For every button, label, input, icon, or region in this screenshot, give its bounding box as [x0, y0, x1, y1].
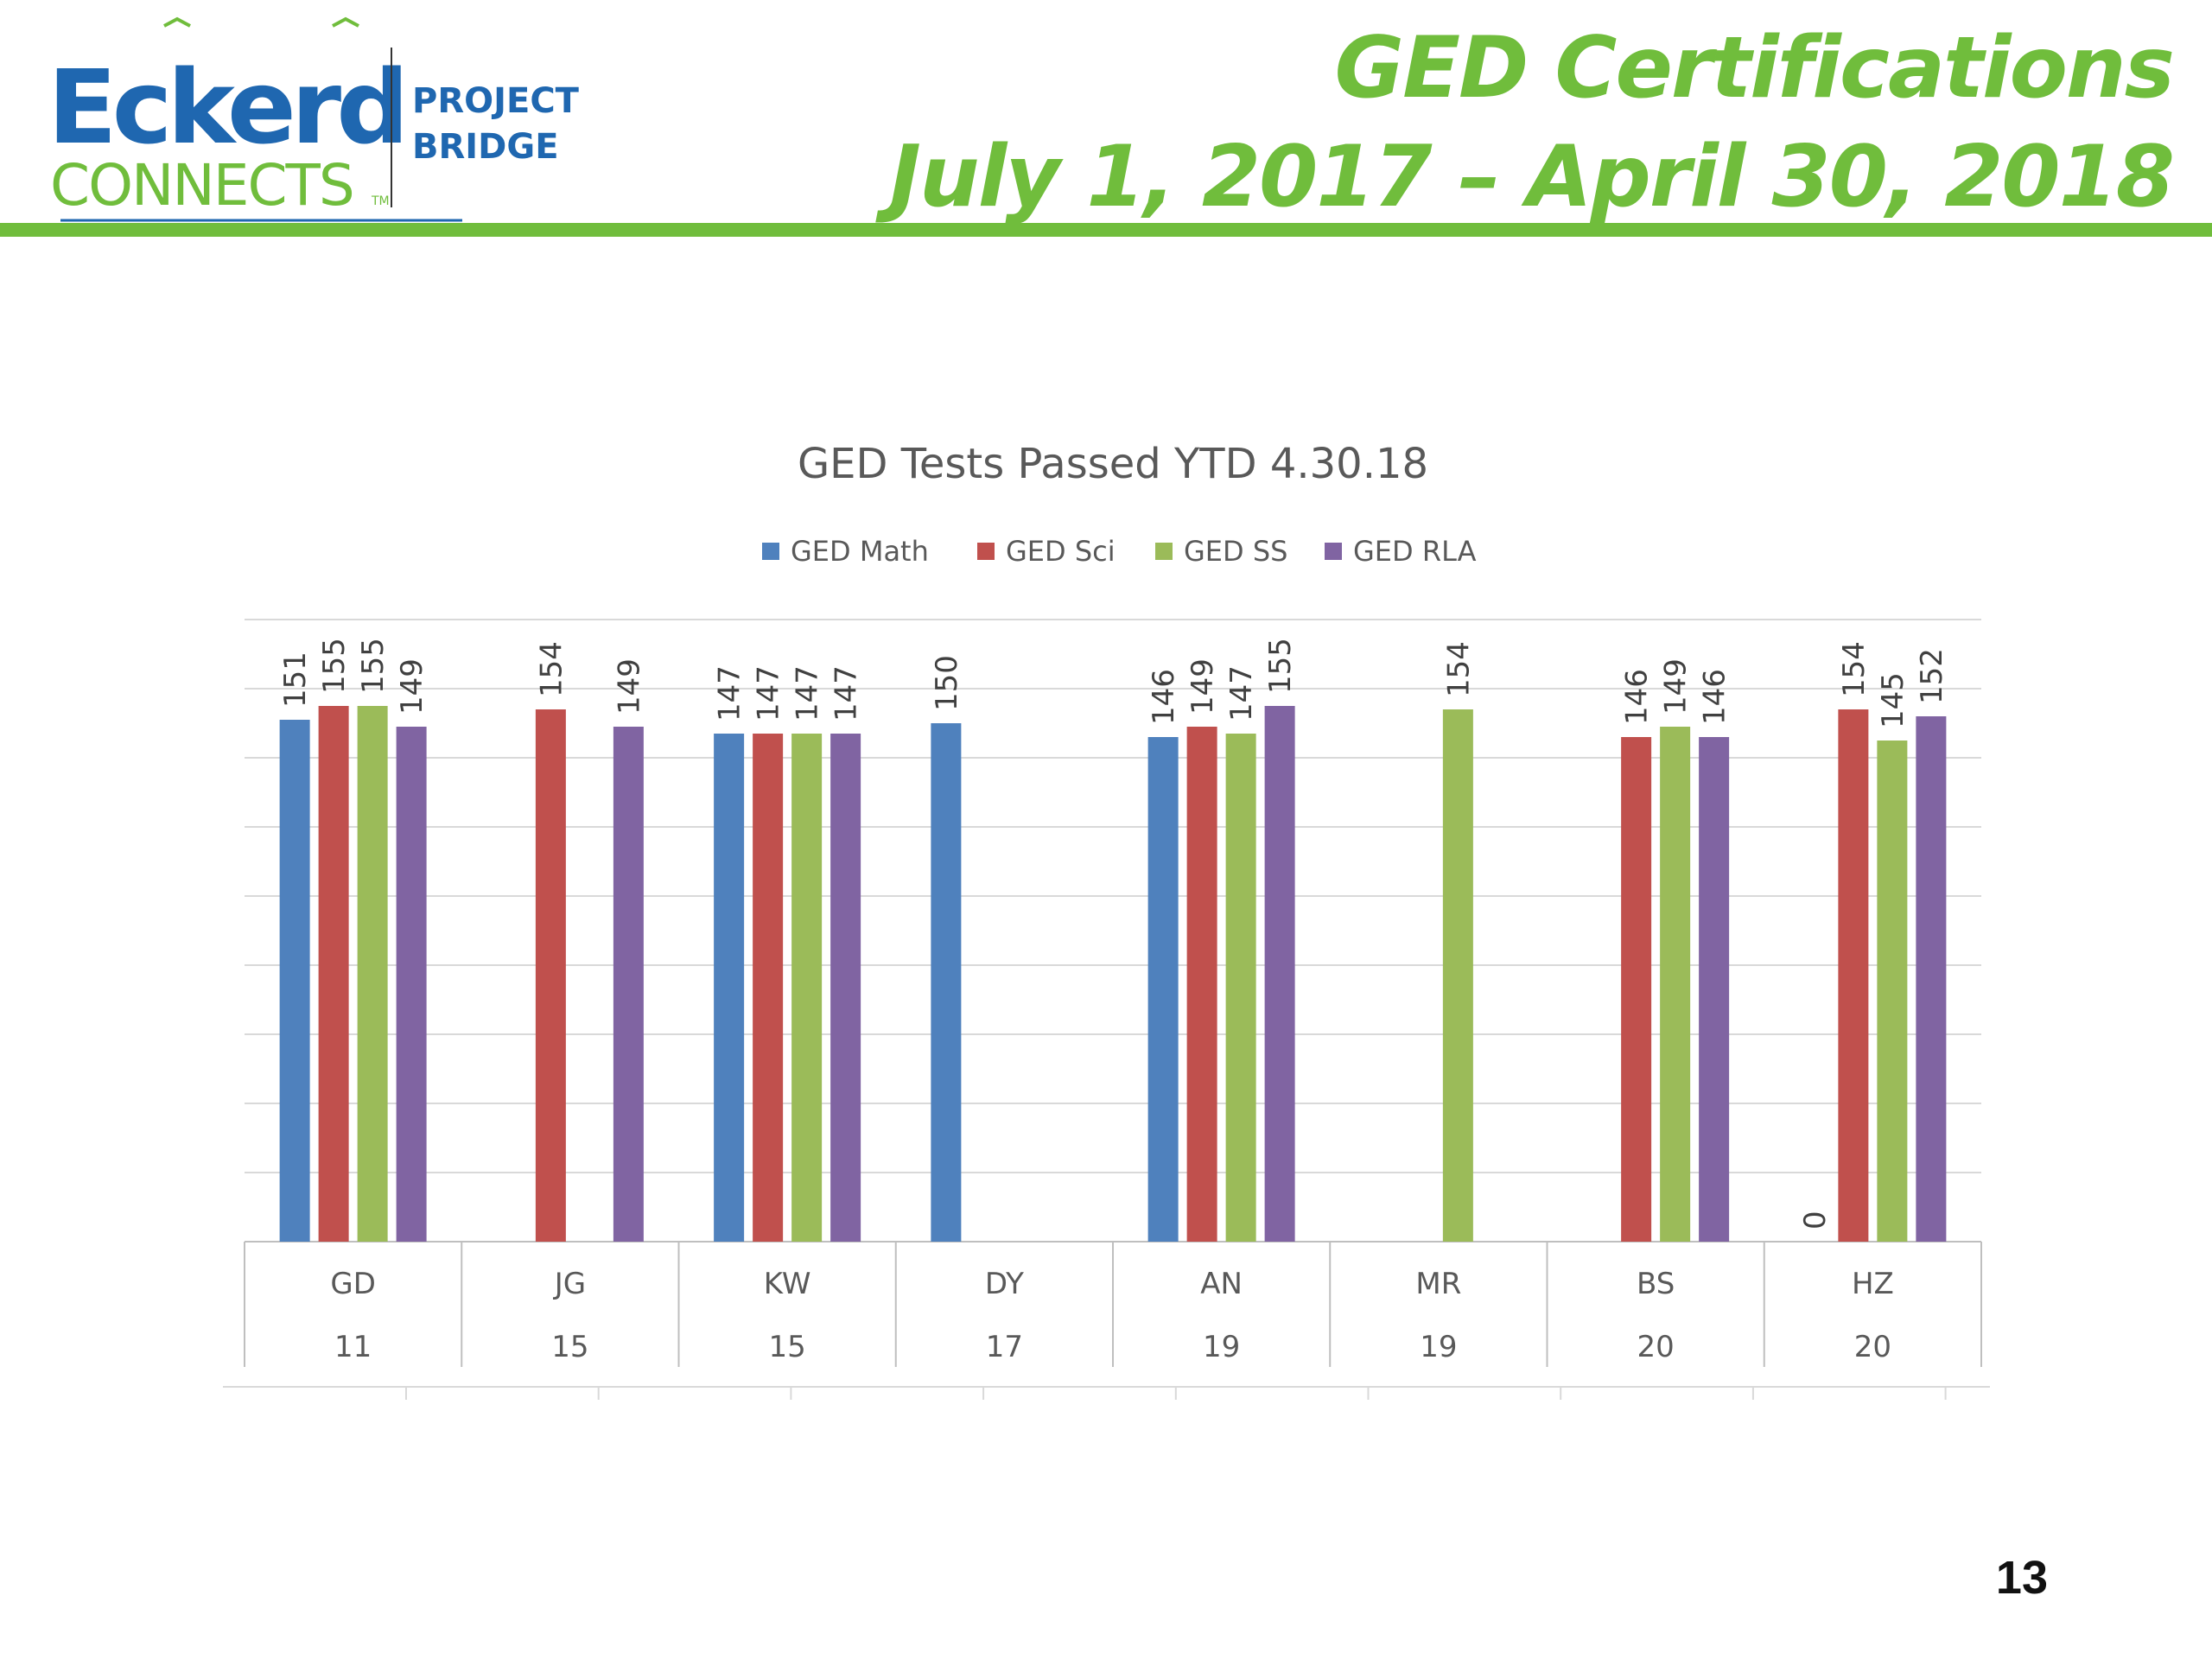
data-label: 145 — [1876, 672, 1910, 728]
data-label: 152 — [1915, 648, 1949, 704]
data-label: 154 — [1441, 641, 1476, 697]
category-label: DY — [985, 1267, 1024, 1301]
page-subtitle-date-range: July 1, 2017 – April 30, 2018 — [889, 128, 2175, 226]
category-label: GD — [330, 1267, 376, 1301]
data-label: 147 — [752, 665, 786, 721]
data-label: 146 — [1698, 669, 1732, 725]
data-label: 149 — [395, 658, 429, 715]
logo-trademark: TM — [371, 194, 390, 208]
category-sub-label: 19 — [1420, 1330, 1457, 1364]
bar-ged-rla — [830, 734, 861, 1242]
legend-entry: GED RLA — [1353, 535, 1477, 568]
bar-ged-rla — [1264, 706, 1295, 1242]
data-label: 149 — [612, 658, 646, 715]
category-sub-label: 15 — [768, 1330, 805, 1364]
data-label: 155 — [356, 638, 391, 694]
bar-ged-rla — [1699, 737, 1730, 1242]
data-label: 147 — [830, 665, 864, 721]
bar-ged-math — [1147, 737, 1179, 1242]
data-label: 147 — [791, 665, 825, 721]
data-label: 147 — [713, 665, 747, 721]
category-sub-label: 11 — [334, 1330, 372, 1364]
data-label: 149 — [1659, 658, 1694, 715]
legend-swatch — [1155, 543, 1173, 560]
category-label: AN — [1200, 1267, 1243, 1301]
bar-ged-ss — [791, 734, 823, 1242]
category-sub-label: 20 — [1637, 1330, 1674, 1364]
bar-ged-math — [279, 720, 310, 1242]
page-title: GED Certifications — [1334, 19, 2175, 118]
legend-swatch — [1325, 543, 1342, 560]
category-label: KW — [764, 1267, 811, 1301]
data-label: 154 — [1837, 641, 1872, 697]
bar-ged-rla — [396, 727, 427, 1242]
data-label: 155 — [1263, 638, 1298, 694]
data-label: 146 — [1620, 669, 1655, 725]
data-label: 151 — [278, 652, 313, 708]
category-label: HZ — [1852, 1267, 1894, 1301]
data-label: 149 — [1185, 658, 1220, 715]
data-label: 147 — [1224, 665, 1259, 721]
bar-ged-ss — [1877, 741, 1908, 1242]
bar-ged-ss — [1442, 709, 1473, 1242]
bar-ged-sci — [753, 734, 784, 1242]
category-sub-label: 17 — [986, 1330, 1023, 1364]
logo-program-line1: PROJECT — [412, 81, 580, 121]
page-number: 13 — [1995, 1552, 2048, 1604]
bar-ged-sci — [1838, 709, 1869, 1242]
bar-ged-ss — [357, 706, 388, 1242]
category-label: BS — [1637, 1267, 1675, 1301]
data-label: 146 — [1147, 669, 1181, 725]
bar-ged-math — [931, 723, 962, 1242]
legend-swatch — [977, 543, 995, 560]
chart-legend: GED Math GED Sci GED SS GED RLA — [762, 535, 1477, 568]
legend-entry: GED Math — [791, 535, 929, 568]
data-label: 154 — [534, 641, 569, 697]
category-sub-label: 20 — [1854, 1330, 1891, 1364]
header-rule — [0, 223, 2212, 237]
bar-ged-rla — [613, 727, 644, 1242]
logo-figure-icon — [163, 16, 359, 28]
logo-brand-bottom: CONNECTS — [50, 152, 353, 219]
legend-entry: GED SS — [1184, 535, 1287, 568]
data-label: 155 — [317, 638, 352, 694]
legend-entry: GED Sci — [1006, 535, 1116, 568]
category-label: JG — [553, 1267, 586, 1301]
category-sub-label: 15 — [551, 1330, 588, 1364]
bar-ged-sci — [535, 709, 566, 1242]
bar-ged-ss — [1225, 734, 1256, 1242]
bar-ged-sci — [1621, 737, 1652, 1242]
bar-ged-sci — [318, 706, 349, 1242]
data-label: 150 — [930, 655, 964, 711]
category-sub-label: 19 — [1203, 1330, 1240, 1364]
chart-value-labels: 151 155 155 149 154 149 147 147 147 147 150 146 149 1… — [278, 638, 1949, 1230]
category-table: GD 11 JG 15 KW 15 DY 17 AN 19 MR 19 BS 20 HZ 20 — [223, 1241, 1990, 1400]
bar-ged-ss — [1660, 727, 1691, 1242]
logo-program-line2: BRIDGE — [412, 127, 559, 167]
bar-ged-math — [714, 734, 745, 1242]
bar-ged-sci — [1186, 727, 1217, 1242]
chart-bars — [279, 706, 1947, 1242]
data-label: 0 — [1798, 1211, 1833, 1230]
eckerd-connects-logo: Eckerd CONNECTS TM PROJECT BRIDGE — [48, 16, 580, 222]
category-label: MR — [1415, 1267, 1461, 1301]
chart-title: GED Tests Passed YTD 4.30.18 — [798, 440, 1428, 488]
chart-gridlines — [245, 619, 1981, 1173]
logo-brand-top: Eckerd — [48, 48, 404, 167]
bar-ged-rla — [1916, 716, 1947, 1242]
legend-swatch — [762, 543, 779, 560]
